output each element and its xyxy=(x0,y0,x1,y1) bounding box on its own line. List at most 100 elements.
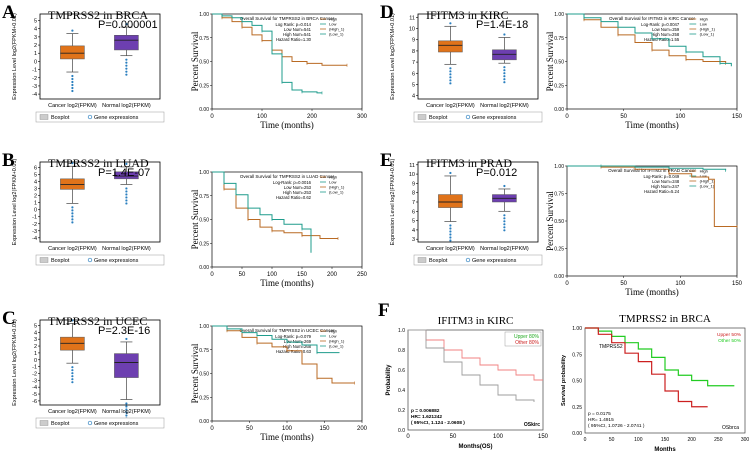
km-xtick-label: 50 xyxy=(620,281,627,287)
f-right-corner: OSbrca xyxy=(722,425,739,431)
km-plot-D: 0.00 0.25 0.50 0.75 1.00 0 50 100 150 Time (month… xyxy=(545,12,743,130)
f-right-xtick: 250 xyxy=(714,437,723,443)
normal-outlier xyxy=(125,402,128,405)
cancer-outlier xyxy=(449,76,452,79)
km-xtick-label: 0 xyxy=(210,114,214,120)
normal-outlier xyxy=(125,64,128,67)
normal-outlier xyxy=(125,61,128,64)
km-stat-line: High Num=258 xyxy=(651,32,680,37)
km-plot-E: 0.00 0.25 0.50 0.75 1.00 0 50 100 150 Time (month… xyxy=(545,164,743,297)
legend-gene-swatch xyxy=(87,420,93,426)
legend-boxplot-swatch xyxy=(417,257,427,263)
tissue-name: BRCA xyxy=(115,8,149,22)
cancer-outlier xyxy=(71,378,74,381)
ytick-label: 1 xyxy=(34,201,37,207)
f-left-legend xyxy=(504,331,542,347)
f-right-other-curve xyxy=(585,327,735,387)
ytick-label: 5 xyxy=(34,19,37,25)
km-xtick-label: 100 xyxy=(257,114,268,120)
km-stat-line: High Num=253 xyxy=(283,190,312,195)
tissue-name: LUAD xyxy=(115,156,149,170)
cancer-outlier xyxy=(449,73,452,76)
cancer-outlier xyxy=(71,381,74,384)
km-xtick-label: 50 xyxy=(239,272,246,278)
ytick-label: 4 xyxy=(412,94,415,100)
km-xtick-label: 0 xyxy=(565,281,569,287)
tissue-name: PRAD xyxy=(480,156,513,170)
cancer-outlier xyxy=(449,233,452,236)
km-title: Overall Survival for TMPRSS2 in BRCA Can… xyxy=(240,16,335,21)
km-stat-line: Log-Rank: p=0.049 xyxy=(643,174,679,179)
normal-outlier xyxy=(503,217,506,220)
legend-gene-label: Gene expressions xyxy=(472,115,517,121)
ytick-label: 10 xyxy=(409,172,415,178)
km-plot-C: 0.00 0.25 0.50 0.75 1.00 0 50 100 150 200 Time (mo… xyxy=(190,324,368,442)
f-left-ytick: 0.4 xyxy=(398,388,405,394)
km-ytick-label: 0.75 xyxy=(199,36,209,42)
boxplot-frame xyxy=(39,319,161,406)
km-legend-label: (High_1) xyxy=(700,179,716,184)
f-right-ylabel: Survival probability xyxy=(561,354,567,406)
ytick-label: -5 xyxy=(32,392,37,398)
km-stat-line: Log Rank: p=0.014 xyxy=(275,22,311,27)
km-xlabel: Time (months) xyxy=(260,278,313,288)
legend-gene-swatch xyxy=(87,257,93,263)
ytick-label: 5 xyxy=(34,323,37,329)
cancer-outlier xyxy=(71,83,74,87)
f-right-xtick: 200 xyxy=(687,437,696,443)
legend-boxplot-label: Boxplot xyxy=(429,115,448,121)
cancer-outlier xyxy=(71,369,74,372)
f-left-xtick: 100 xyxy=(493,434,504,440)
ytick-label: 9 xyxy=(412,38,415,44)
normal-outlier xyxy=(503,220,506,223)
km-xtick-label: 50 xyxy=(620,114,627,120)
f-right-gene: TMPRSS2 xyxy=(599,344,623,350)
tissue-name: KIRC xyxy=(480,8,509,22)
boxplot-ylabel: Expression Level log2(FPKM+0.01) xyxy=(390,13,396,100)
km-legend-label: High xyxy=(329,17,337,22)
cancer-outlier xyxy=(449,236,452,239)
normal-outlier xyxy=(125,405,128,408)
f-left-legend-other: Other 80% xyxy=(515,340,539,346)
km-xtick-label: 150 xyxy=(297,272,308,278)
normal-outlier xyxy=(125,22,128,26)
normal-outlier xyxy=(503,78,506,81)
p-value-B: P=1.4E-07 xyxy=(98,167,151,179)
normal-outlier xyxy=(125,193,128,196)
p-value-A: P=0.000001 xyxy=(98,19,158,31)
ytick-label: 2 xyxy=(34,194,37,200)
boxplot-frame xyxy=(39,13,161,100)
f-left-upper-curve xyxy=(408,329,543,381)
km-ytick-label: 0.00 xyxy=(199,107,209,113)
cancer-axis-label: Cancer log2(FPKM) xyxy=(426,103,475,109)
normal-outlier xyxy=(503,226,506,229)
ytick-label: 8 xyxy=(412,191,415,197)
km-stat-line: Log-Rank: p=0.0016 xyxy=(273,180,312,185)
normal-outlier xyxy=(503,184,506,188)
f-left-stat: HR= 1.621242 xyxy=(411,414,442,420)
km-xtick-label: 0 xyxy=(210,272,214,278)
km-xtick-label: 300 xyxy=(357,114,368,120)
km-legend-label: (High_1) xyxy=(329,339,345,344)
ytick-label: 6 xyxy=(34,166,37,172)
cancer-outlier xyxy=(449,79,452,82)
f-left-xtick: 50 xyxy=(450,434,457,440)
normal-outlier xyxy=(125,73,128,76)
ytick-label: 3 xyxy=(34,187,37,193)
km-xlabel: Time (months) xyxy=(260,120,313,130)
ytick-label: 1 xyxy=(34,351,37,357)
km-xtick-label: 100 xyxy=(282,426,293,432)
normal-outlier xyxy=(503,72,506,75)
km-stat-line: Low Num=253 xyxy=(284,185,312,190)
legend-gene-label: Gene expressions xyxy=(94,421,139,427)
boxplot-legend xyxy=(35,417,165,429)
legend-gene-label: Gene expressions xyxy=(94,258,139,264)
ytick-label: 2 xyxy=(34,43,37,49)
cancer-outlier xyxy=(71,372,74,375)
panel-letter-F: F xyxy=(378,300,390,321)
km-ytick-label: 0.50 xyxy=(554,219,564,225)
normal-outlier xyxy=(503,81,506,84)
cancer-axis-label: Cancer log2(FPKM) xyxy=(426,246,475,252)
cancer-box xyxy=(438,40,463,53)
km-xtick-label: 100 xyxy=(675,281,686,287)
